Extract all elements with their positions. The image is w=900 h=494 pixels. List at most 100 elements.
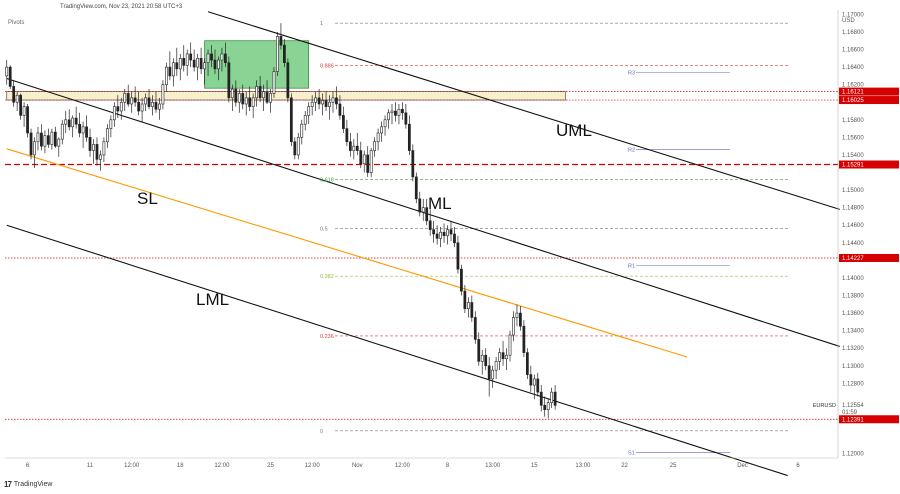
candle-body (390, 110, 394, 114)
fib-level-label: 0.618 (320, 178, 334, 184)
price-tag-box (839, 253, 899, 262)
candle-body (296, 137, 300, 156)
candle-body (366, 154, 370, 173)
candle-body (401, 108, 404, 114)
price-tag-box (839, 160, 899, 169)
price-tick-label: 1.15800 (842, 118, 864, 124)
candle-body (130, 97, 134, 105)
candle-body (99, 154, 102, 160)
price-tag-label: 1.15291 (842, 163, 864, 169)
candle-body (71, 117, 75, 128)
candle-body (501, 352, 505, 360)
candle-body (165, 66, 168, 85)
price-tick-label: 1.14600 (842, 223, 864, 229)
candle-body (43, 135, 47, 147)
price-tick-label: 1.15000 (842, 188, 864, 194)
candle-body (494, 361, 498, 371)
candle-body (237, 93, 241, 103)
time-tick-label: 13:00 (485, 463, 501, 469)
candle-body (348, 141, 352, 151)
time-tick-label: 25 (267, 463, 274, 469)
candle-body (95, 144, 99, 160)
candle-body (352, 145, 356, 151)
candle-body (217, 59, 220, 70)
candle-body (251, 97, 255, 107)
candle-body (529, 374, 533, 386)
chart-source-line: TradingView.com, Nov 23, 2021 20:58 UTC+… (60, 4, 183, 10)
price-tick-label: 1.14400 (842, 241, 864, 247)
candle-body (171, 62, 175, 77)
candle-body (78, 123, 81, 134)
fib-level-label: 0.886 (320, 63, 334, 69)
candle-body (220, 53, 224, 61)
candle-body (106, 128, 109, 143)
time-tick-label: 15 (531, 463, 538, 469)
candle-body (456, 242, 460, 270)
candle-body (123, 93, 127, 103)
candle-body (449, 229, 453, 235)
pivot-label: R1 (628, 264, 635, 270)
candle-body (515, 312, 519, 318)
candle-body (67, 119, 71, 128)
candle-body (57, 138, 61, 147)
candle-body (36, 132, 40, 143)
candle-body (498, 352, 501, 362)
candle-body (342, 115, 345, 129)
countdown-label: 01:59 (842, 410, 858, 416)
price-tick-label: 1.13600 (842, 311, 864, 317)
candle-body (241, 93, 245, 105)
price-tag-label: 1.12391 (842, 417, 864, 423)
candle-body (407, 123, 411, 151)
candle-body (369, 150, 373, 173)
candle-body (265, 91, 269, 103)
price-tick-label: 1.13000 (842, 364, 864, 370)
candle-body (362, 154, 366, 165)
fib-level-label: 1 (320, 21, 323, 27)
candle-body (484, 354, 488, 367)
candle-body (404, 112, 408, 125)
candle-body (394, 110, 397, 116)
candle-body (244, 97, 248, 105)
price-tick-label: 1.13200 (842, 346, 864, 352)
candle-body (5, 66, 9, 77)
candle-body (307, 106, 311, 116)
candle-body (144, 97, 147, 105)
price-tag-box (839, 96, 899, 105)
candle-body (50, 131, 54, 145)
candle-body (473, 317, 477, 340)
candle-body (248, 97, 252, 107)
candle-body (293, 141, 297, 156)
candle-body (133, 97, 137, 103)
candle-body (487, 365, 491, 380)
candle-body (203, 62, 206, 70)
candle-body (85, 126, 88, 138)
candle-body (60, 123, 64, 140)
sl-label: SL (137, 189, 158, 208)
candle-body (331, 97, 335, 103)
candle-body (224, 53, 227, 64)
uml-label: UML (556, 121, 592, 140)
candle-body (546, 402, 550, 410)
candle-body (147, 97, 151, 107)
candle-body (255, 86, 259, 99)
candle-body (317, 97, 321, 105)
price-tick-label: 1.13400 (842, 329, 864, 335)
candle-body (178, 58, 182, 70)
candle-body (525, 352, 529, 375)
candle-body (373, 141, 377, 151)
candle-body (47, 135, 50, 145)
candle-body (272, 71, 276, 94)
candle-body (140, 103, 144, 112)
candle-body (74, 117, 78, 125)
candle-body (161, 84, 165, 105)
symbol-label: EURUSD (813, 403, 836, 409)
price-tick-label: 1.13800 (842, 293, 864, 299)
candle-body (279, 36, 283, 46)
candle-body (88, 137, 92, 151)
candle-body (432, 229, 436, 235)
candle-body (414, 176, 418, 200)
price-tag-label: 1.16025 (842, 98, 864, 104)
candle-body (53, 131, 57, 147)
candle-body (539, 391, 543, 406)
